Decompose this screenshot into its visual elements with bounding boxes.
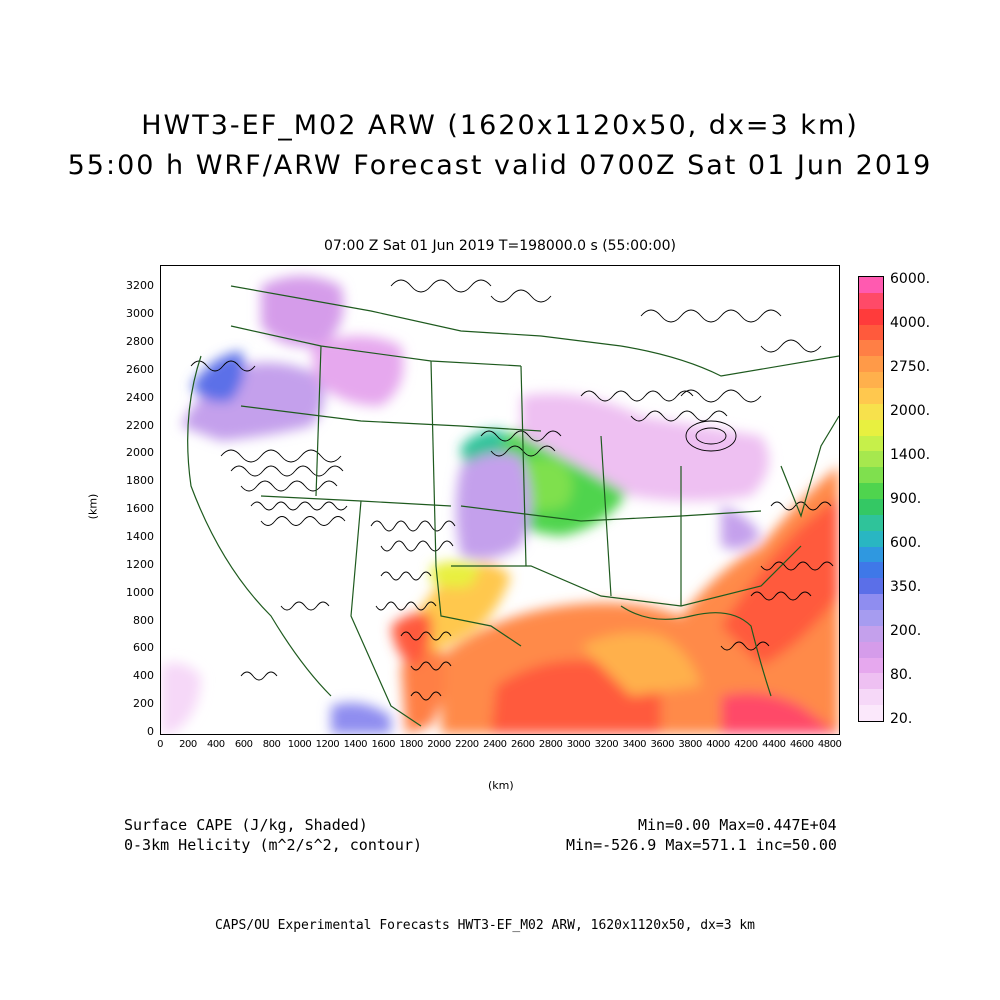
colorbar-segment: [859, 467, 883, 484]
y-tick-label: 1400: [126, 530, 154, 543]
colorbar-label: 2750.: [890, 359, 931, 375]
colorbar-label: 4000.: [890, 315, 931, 331]
field2-caption: 0-3km Helicity (m^2/s^2, contour): [124, 836, 423, 854]
x-tick-label: 800: [262, 739, 281, 750]
colorbar-segment: [859, 419, 883, 437]
field1-stats: Min=0.00 Max=0.447E+04: [638, 816, 837, 834]
colorbar-label: 600.: [890, 535, 922, 551]
colorbar-segment: [859, 372, 883, 389]
colorbar-label: 1400.: [890, 447, 931, 463]
x-tick-label: 1000: [287, 739, 312, 750]
colorbar-segment: [859, 292, 883, 310]
colorbar-label: 900.: [890, 491, 922, 507]
colorbar-segment: [859, 403, 883, 421]
forecast-valid-title: 55:00 h WRF/ARW Forecast valid 0700Z Sat…: [67, 150, 933, 181]
plot-subtitle: 07:00 Z Sat 01 Jun 2019 T=198000.0 s (55…: [324, 238, 676, 254]
y-axis-label: (km): [86, 493, 100, 520]
y-tick-label: 200: [133, 697, 154, 711]
y-tick-label: 0: [147, 725, 154, 738]
x-tick-label: 3400: [622, 739, 647, 750]
colorbar-label: 2000.: [890, 403, 931, 419]
colorbar-segment: [859, 546, 883, 563]
footer-credit: CAPS/OU Experimental Forecasts HWT3-EF_M…: [214, 918, 756, 933]
colorbar-segment: [859, 625, 883, 643]
y-tick-label: 600: [133, 641, 154, 655]
colorbar-segment: [859, 308, 883, 326]
colorbar-label: 200.: [890, 623, 922, 639]
x-tick-label: 4200: [734, 739, 758, 750]
y-tick-label: 3200: [126, 279, 154, 293]
colorbar-segment: [859, 356, 883, 373]
x-tick-label: 4800: [817, 739, 842, 750]
colorbar-segment: [859, 435, 883, 452]
colorbar-label: 6000.: [890, 271, 931, 287]
x-tick-label: 3200: [594, 739, 619, 750]
y-tick-label: 1200: [126, 557, 154, 571]
x-tick-label: 4000: [706, 739, 730, 750]
x-axis-label: (km): [488, 779, 514, 792]
colorbar-label: 350.: [890, 579, 922, 595]
y-tick-label: 1600: [126, 502, 154, 516]
x-tick-label: 2600: [510, 739, 535, 750]
x-tick-label: 2400: [483, 739, 507, 750]
x-tick-label: 1400: [343, 739, 368, 750]
x-tick-label: 3000: [566, 739, 591, 750]
y-tick-label: 1800: [126, 474, 154, 488]
colorbar-segment: [859, 705, 883, 722]
colorbar-segment: [859, 530, 883, 548]
x-tick-label: 1600: [371, 739, 395, 750]
colorbar-segment: [859, 689, 883, 706]
y-tick-label: 2600: [126, 362, 154, 376]
colorbar-segment: [859, 562, 883, 579]
y-tick-label: 400: [133, 669, 154, 683]
y-tick-label: 800: [133, 613, 154, 627]
x-tick-label: 400: [207, 739, 225, 750]
x-tick-label: 0: [157, 739, 163, 750]
cape-helicity-map: [161, 276, 839, 734]
colorbar-segment: [859, 324, 883, 341]
colorbar-segment: [859, 578, 883, 595]
colorbar-segment: [859, 610, 883, 627]
colorbar-segment: [859, 514, 883, 532]
colorbar-segment: [859, 483, 883, 500]
colorbar-label: 80.: [890, 667, 913, 683]
colorbar-segment: [859, 594, 883, 611]
y-tick-label: 1000: [126, 585, 154, 599]
colorbar-segment: [859, 277, 883, 294]
x-tick-label: 2800: [538, 739, 563, 750]
colorbar-segment: [859, 499, 883, 516]
x-tick-label: 3600: [650, 739, 674, 750]
helicity-contour-layer: [190, 279, 834, 701]
y-tick-label: 3000: [126, 307, 154, 321]
cape-shading-layer: [161, 276, 839, 734]
y-tick-label: 2400: [126, 390, 154, 404]
x-tick-label: 1800: [399, 739, 423, 750]
colorbar-segment: [859, 657, 883, 674]
x-tick-label: 600: [234, 739, 253, 750]
x-tick-label: 4400: [762, 739, 786, 750]
colorbar-segment: [859, 388, 883, 405]
political-borders-layer: [187, 285, 839, 727]
colorbar-label: 20.: [890, 711, 913, 727]
field2-stats: Min=-526.9 Max=571.1 inc=50.00: [566, 836, 837, 854]
y-tick-label: 2000: [126, 446, 154, 460]
cape-colorbar: [858, 276, 884, 722]
map-plot-area: [160, 265, 840, 735]
x-tick-label: 2000: [427, 739, 451, 750]
y-tick-label: 2200: [126, 418, 154, 432]
colorbar-segment: [859, 641, 883, 659]
x-tick-label: 1200: [315, 739, 340, 750]
x-tick-label: 4600: [789, 739, 814, 750]
x-tick-label: 2200: [455, 739, 479, 750]
colorbar-segment: [859, 451, 883, 468]
field1-caption: Surface CAPE (J/kg, Shaded): [124, 816, 368, 834]
main-title: HWT3-EF_M02 ARW (1620x1120x50, dx=3 km): [141, 110, 859, 141]
x-tick-label: 200: [179, 739, 197, 750]
colorbar-segment: [859, 673, 883, 690]
y-tick-label: 2800: [126, 335, 154, 348]
colorbar-segment: [859, 340, 883, 357]
x-tick-label: 3800: [678, 739, 702, 750]
